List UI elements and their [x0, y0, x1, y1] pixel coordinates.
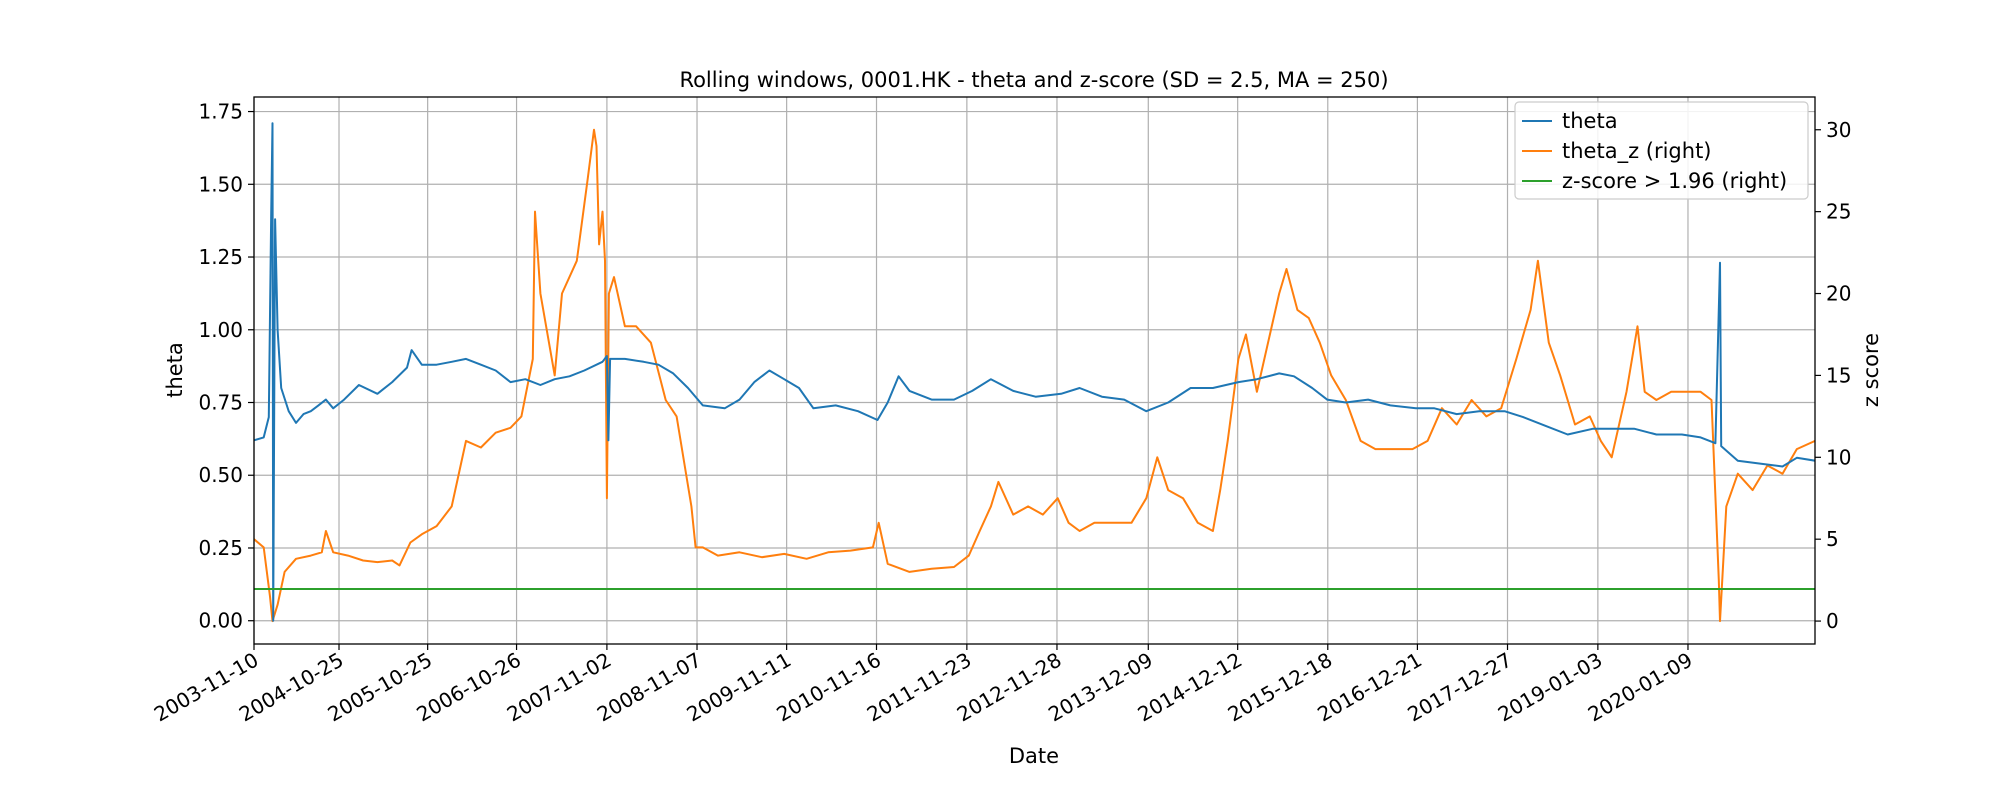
- y-right-tick-label: 5: [1826, 527, 1839, 551]
- legend: theta theta_z (right) z-score > 1.96 (ri…: [1514, 101, 1809, 200]
- x-axis: 2003-11-102004-10-252005-10-252006-10-26…: [150, 644, 1696, 726]
- legend-label-theta-z: theta_z (right): [1562, 139, 1712, 164]
- y-axis-left: 0.00 0.25 0.50 0.75 1.00 1.25 1.50 1.75: [198, 100, 254, 633]
- y-left-tick-label: 0.75: [198, 391, 243, 415]
- y-left-tick-label: 1.00: [198, 318, 243, 342]
- series-line-theta-z-right: [254, 128, 1815, 623]
- y-left-tick-label: 1.50: [198, 172, 243, 196]
- chart-title: Rolling windows, 0001.HK - theta and z-s…: [679, 68, 1388, 92]
- y-right-tick-label: 10: [1826, 445, 1851, 469]
- grid: [253, 97, 1815, 644]
- y-right-tick-label: 20: [1826, 282, 1851, 306]
- x-axis-label: Date: [1009, 744, 1059, 768]
- legend-label-threshold: z-score > 1.96 (right): [1562, 169, 1787, 193]
- y-left-tick-label: 0.50: [198, 463, 243, 487]
- y-right-tick-label: 15: [1826, 363, 1851, 387]
- legend-label-theta: theta: [1562, 109, 1618, 133]
- y-left-tick-label: 1.25: [198, 245, 243, 269]
- y-right-tick-label: 0: [1826, 609, 1839, 633]
- y-axis-right: 0 5 10 15 20 25 30: [1815, 118, 1851, 633]
- y-left-tick-label: 1.75: [198, 100, 243, 124]
- plot-frame: [253, 96, 1816, 645]
- plot-area: [254, 122, 1815, 623]
- series-line-theta: [254, 122, 1815, 622]
- y-axis-label-right: z score: [1859, 333, 1883, 407]
- y-left-tick-label: 0.25: [198, 536, 243, 560]
- y-left-tick-label: 0.00: [198, 609, 243, 633]
- y-right-tick-label: 30: [1826, 118, 1851, 142]
- legend-box: [1514, 101, 1809, 200]
- y-axis-label-left: theta: [163, 342, 187, 398]
- y-right-tick-label: 25: [1826, 200, 1851, 224]
